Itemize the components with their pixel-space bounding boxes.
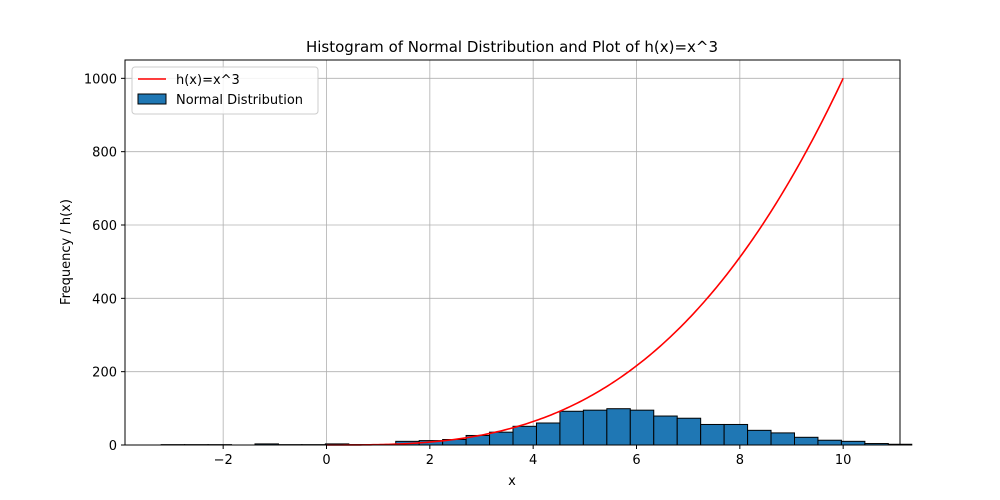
x-tick-label: 10 [835,453,852,468]
x-tick-label: 2 [426,453,434,468]
histogram-bar [747,429,772,446]
chart-title: Histogram of Normal Distribution and Plo… [306,38,718,56]
histogram-bar [512,425,537,446]
histogram-bar [723,423,749,446]
x-tick-label: 4 [529,453,537,468]
histogram-bar [817,439,842,446]
y-tick-label: 400 [92,292,117,307]
axis-ticks: −2 0 2 4 6 8 10 0 200 400 600 800 1000 [84,72,852,468]
histogram-bar [700,423,725,446]
legend: h(x)=x^3 Normal Distribution [131,66,319,115]
legend-label-line: h(x)=x^3 [176,73,240,88]
x-tick-label: 8 [736,453,744,468]
histogram-bar [629,409,655,446]
x-tick-label: 6 [632,453,640,468]
y-tick-label: 0 [109,439,117,454]
histogram-bar [793,436,819,446]
histogram-bar [559,410,584,446]
y-tick-label: 200 [92,366,117,381]
legend-label-hist: Normal Distribution [176,93,303,108]
x-tick-label: 0 [322,453,330,468]
x-tick-label: −2 [214,453,233,468]
plot-area-frame [124,59,901,446]
histogram-bar [582,409,608,446]
x-axis-label: x [508,474,516,489]
y-axis-label: Frequency / h(x) [59,199,74,305]
histogram-bar [489,431,514,446]
legend-box [131,66,319,115]
histogram-bar [840,440,866,446]
histogram-bar [676,417,702,446]
y-tick-label: 800 [92,146,117,161]
cubic-line [326,77,844,446]
histogram-bar [770,432,795,446]
histogram-bar [653,415,678,446]
y-tick-label: 600 [92,219,117,234]
cubic-line-layer [326,77,844,446]
legend-bar-swatch [137,93,167,105]
histogram-bar [535,422,561,446]
histogram-bar [606,408,631,446]
y-tick-label: 1000 [84,72,117,87]
